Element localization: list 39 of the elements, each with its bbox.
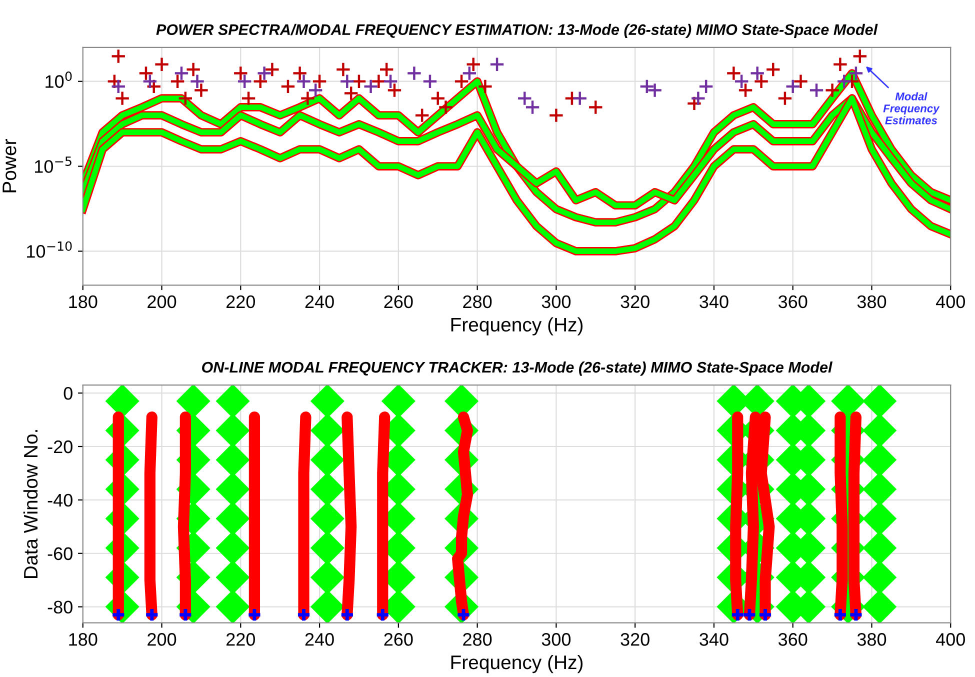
y-axis-title: Data Window No.	[23, 430, 38, 578]
y-tick-label: -40	[48, 494, 72, 507]
x-tick-label: 400	[936, 633, 965, 646]
y-tick-label: 0	[64, 387, 72, 400]
x-tick-label: 340	[700, 633, 728, 646]
y-tick-label: -20	[48, 440, 72, 454]
y-tick-label: -80	[48, 600, 72, 614]
x-tick-label: 180	[69, 295, 98, 308]
x-tick-label: 180	[69, 633, 98, 646]
x-tick-label: 280	[463, 633, 492, 646]
x-tick-label: 320	[620, 633, 650, 646]
annotation: Modal Frequency Estimates	[883, 92, 940, 124]
y-axis-title: Power	[2, 139, 16, 192]
x-tick-label: 240	[305, 295, 334, 308]
x-tick-label: 200	[148, 295, 176, 308]
x-tick-label: 360	[778, 633, 808, 646]
x-tick-label: 300	[542, 633, 571, 646]
x-tick-label: 400	[936, 295, 965, 308]
x-tick-label: 220	[226, 295, 256, 308]
chart-title: ON-LINE MODAL FREQUENCY TRACKER: 13-Mode (26-state) MIMO State-Space Model	[202, 361, 833, 376]
y-tick-label: -60	[48, 547, 72, 560]
x-tick-label: 320	[620, 295, 650, 308]
x-tick-label: 280	[463, 295, 492, 308]
y-tick-label: 10$^{0}$	[46, 71, 72, 88]
x-tick-label: 220	[226, 633, 256, 646]
x-tick-label: 380	[857, 633, 886, 646]
y-tick-label: 10$^{−10}$	[27, 241, 72, 258]
x-tick-label: 300	[542, 295, 571, 308]
x-tick-label: 260	[384, 295, 413, 308]
x-tick-label: 360	[778, 295, 808, 308]
chart-title: POWER SPECTRA/MODAL FREQUENCY ESTIMATION: 13-Mode (26-state) MIMO State-Space Model	[156, 24, 878, 38]
x-axis-title: Frequency (Hz)	[451, 317, 583, 336]
x-tick-label: 200	[148, 633, 176, 646]
x-tick-label: 240	[305, 633, 334, 646]
x-axis-title: Frequency (Hz)	[451, 654, 583, 674]
y-tick-label: 10$^{−5}$	[34, 156, 72, 173]
x-tick-label: 380	[857, 295, 886, 308]
x-tick-label: 260	[384, 633, 413, 646]
x-tick-label: 340	[700, 295, 728, 308]
